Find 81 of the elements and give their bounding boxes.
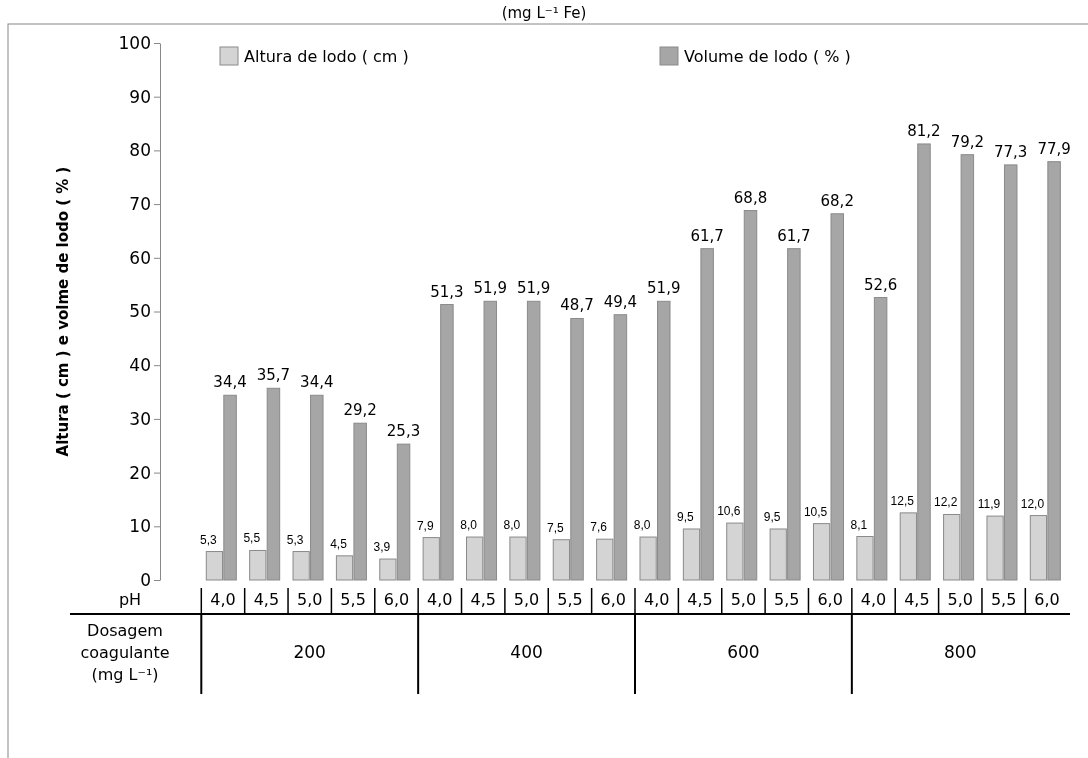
data-label: 8,1 — [850, 517, 868, 532]
x-tick-label: 4,0 — [427, 590, 453, 609]
data-label: 52,6 — [863, 275, 898, 294]
x-tick-label: 5,5 — [990, 590, 1017, 609]
y-axis-title: Altura ( cm ) e volme de lodo ( % ) — [54, 166, 72, 457]
text: (mg L⁻¹ Fe) — [501, 4, 587, 22]
x-tick-label: 4,5 — [687, 590, 713, 609]
x-tick-label: 4,0 — [860, 590, 887, 609]
data-label: 7,9 — [416, 518, 434, 533]
data-label: 5,3 — [286, 532, 304, 547]
y-tick-label: 90 — [129, 86, 151, 107]
data-label: 49,4 — [603, 292, 638, 311]
text: 200 — [293, 642, 326, 662]
data-label: 81,2 — [907, 121, 941, 140]
y-tick-label: 60 — [129, 247, 151, 268]
data-label: 12,2 — [933, 495, 958, 510]
text: Dosagem coagulante (mg L⁻¹) — [80, 621, 170, 684]
data-label: 12,0 — [1020, 496, 1045, 511]
x-tick-label: 5,5 — [340, 590, 366, 609]
data-label: 10,6 — [717, 504, 741, 519]
text: 800 — [944, 642, 977, 662]
y-tick-label: 10 — [129, 516, 151, 537]
x-tick-label: 6,0 — [383, 590, 410, 609]
x-tick-label: 6,0 — [817, 590, 843, 609]
x-tick-label: 5,5 — [557, 590, 583, 609]
data-label: 25,3 — [386, 422, 421, 441]
x-tick-label: 4,5 — [904, 590, 930, 609]
x-tick-label: 5,0 — [947, 590, 973, 609]
text: pH — [118, 590, 142, 609]
data-label: 51,9 — [647, 279, 681, 298]
data-label: 4,5 — [330, 536, 348, 551]
data-label: 77,9 — [1037, 139, 1071, 158]
data-label: 9,5 — [763, 509, 781, 524]
legend-label: Volume de lodo ( % ) — [684, 47, 851, 66]
y-tick-label: 40 — [129, 355, 151, 376]
data-label: 10,5 — [803, 504, 828, 519]
data-label: 77,3 — [994, 142, 1028, 161]
y-tick-label: 50 — [129, 301, 151, 322]
data-label: 34,4 — [213, 373, 247, 392]
data-label: 61,7 — [777, 226, 811, 245]
y-tick-label: 30 — [129, 408, 151, 429]
y-tick-label: 100 — [118, 32, 151, 53]
y-tick-label: 80 — [129, 140, 151, 161]
data-label: 35,7 — [256, 366, 291, 385]
data-label: 5,3 — [200, 532, 218, 547]
x-tick-label: 4,0 — [210, 590, 236, 609]
x-tick-label: 4,5 — [253, 590, 280, 609]
x-tick-label: 5,0 — [730, 590, 757, 609]
data-label: 8,0 — [633, 518, 651, 533]
y-tick-label: 20 — [129, 462, 151, 483]
data-label: 5,5 — [243, 531, 261, 546]
x-tick-label: 4,5 — [470, 590, 496, 609]
data-label: 61,7 — [690, 226, 724, 245]
data-label: 79,2 — [950, 132, 985, 151]
y-tick-label: 70 — [129, 194, 151, 215]
data-label: 68,2 — [820, 191, 854, 210]
x-tick-label: 5,5 — [774, 590, 800, 609]
data-label: 68,8 — [733, 188, 768, 207]
legend-label: Altura de lodo ( cm ) — [244, 47, 409, 66]
data-label: 3,9 — [373, 540, 391, 555]
x-tick-label: 6,0 — [1034, 590, 1060, 609]
data-label: 29,2 — [343, 401, 377, 420]
data-label: 51,3 — [430, 282, 464, 301]
data-label: 12,5 — [890, 493, 915, 508]
text: 400 — [510, 642, 543, 662]
data-label: 51,9 — [516, 279, 551, 298]
data-label: 8,0 — [503, 518, 521, 533]
x-tick-label: 5,0 — [297, 590, 323, 609]
data-label: 34,4 — [300, 373, 334, 392]
data-label: 9,5 — [677, 509, 695, 524]
x-tick-label: 4,0 — [643, 590, 670, 609]
data-label: 7,6 — [590, 520, 608, 535]
text: 600 — [727, 642, 760, 662]
data-label: 48,7 — [560, 296, 594, 315]
data-label: 8,0 — [460, 518, 478, 533]
data-label: 11,9 — [977, 497, 1001, 512]
data-label: 51,9 — [473, 279, 507, 298]
x-tick-label: 6,0 — [600, 590, 627, 609]
y-tick-label: 0 — [140, 569, 151, 590]
x-tick-label: 5,0 — [513, 590, 540, 609]
data-label: 7,5 — [546, 520, 564, 535]
